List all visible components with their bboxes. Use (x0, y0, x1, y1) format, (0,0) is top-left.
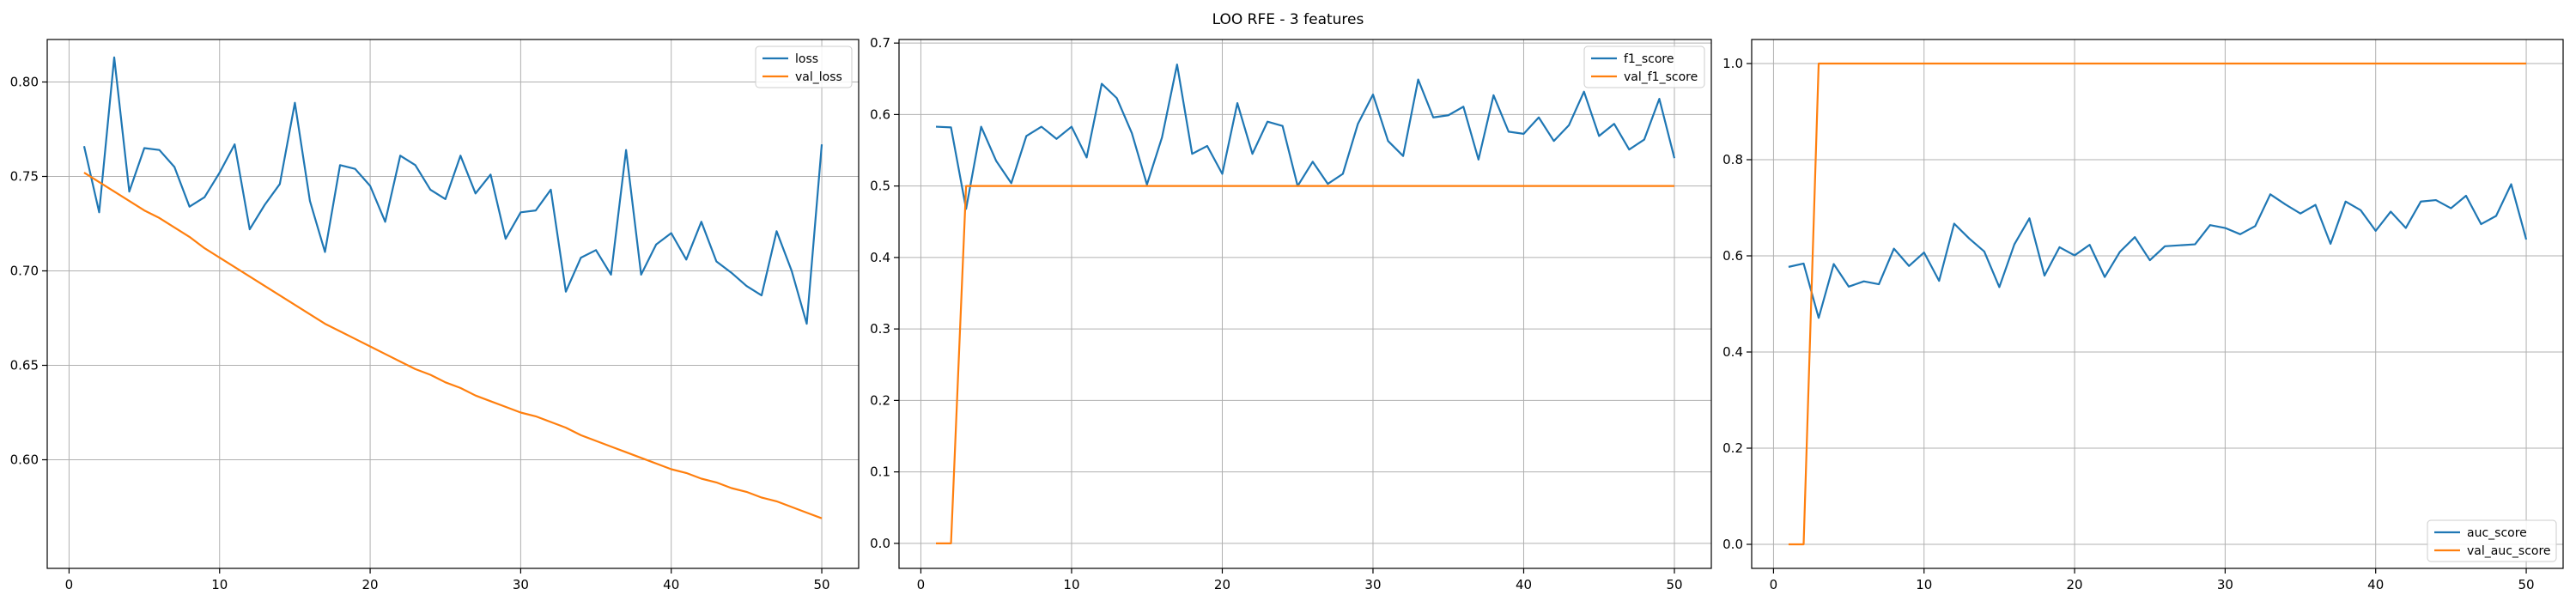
loss-y-tick-label: 0.80 (10, 75, 39, 90)
f1-y-tick-label: 0.0 (870, 536, 890, 551)
f1-x-tick-label: 40 (1516, 577, 1532, 592)
val-f1-score-line (936, 185, 1674, 544)
auc-x-tick-label: 20 (2067, 577, 2083, 592)
auc-x-tick-label: 0 (1770, 577, 1778, 592)
f1-y-tick-label: 0.6 (870, 106, 890, 122)
f1-score-line (935, 64, 1676, 210)
f1-grid (899, 39, 1711, 568)
auc-score-line (1788, 183, 2528, 319)
loss-y-tick-label: 0.65 (10, 358, 39, 373)
auc-ticks: 0 10 20 30 40 50 0.0 0.2 0.4 0.6 0.8 1.0 (1722, 56, 2534, 592)
loss-lines (82, 56, 823, 519)
loss-x-tick-label: 30 (513, 577, 529, 592)
f1-y-tick-label: 0.7 (870, 35, 890, 51)
f1-x-tick-label: 0 (917, 577, 926, 592)
f1-legend: f1_score val_f1_score (1583, 46, 1705, 88)
f1-lines (935, 64, 1676, 544)
f1-x-tick-label: 10 (1063, 577, 1079, 592)
loss-panel: 0 10 20 30 40 50 0.60 0.65 0.70 0.75 0.80 loss val_… (10, 39, 860, 593)
auc-axes-frame (1751, 39, 2564, 569)
val-loss-line (83, 172, 823, 519)
auc-y-tick-label: 0.6 (1722, 248, 1743, 264)
loss-line (82, 56, 823, 325)
f1-x-tick-label: 30 (1364, 577, 1381, 592)
loss-x-tick-label: 10 (211, 577, 228, 592)
f1-y-tick-label: 0.5 (870, 179, 890, 194)
auc-y-tick-label: 0.0 (1722, 537, 1743, 552)
auc-x-tick-label: 30 (2217, 577, 2233, 592)
loss-x-tick-label: 40 (663, 577, 679, 592)
loss-axes-frame (46, 39, 860, 569)
val-auc-score-legend-label: val_auc_score (2467, 544, 2551, 558)
auc-y-tick-label: 0.2 (1722, 440, 1743, 456)
f1-x-tick-label: 20 (1214, 577, 1230, 592)
f1-y-tick-label: 0.4 (870, 250, 890, 265)
loss-ticks: 0 10 20 30 40 50 0.60 0.65 0.70 0.75 0.80 (10, 75, 830, 593)
loss-x-tick-label: 20 (362, 577, 379, 592)
auc-x-tick-label: 10 (1916, 577, 1932, 592)
auc-x-tick-label: 40 (2367, 577, 2384, 592)
val-loss-legend-label: val_loss (795, 70, 842, 84)
loss-x-tick-label: 0 (65, 577, 74, 592)
val-f1-score-legend-label: val_f1_score (1624, 70, 1698, 84)
f1-panel: 0 10 20 30 40 50 0.0 0.1 0.2 0.3 0.4 0.5 0.6 0.7 f1_s… (870, 35, 1712, 592)
auc-lines (1788, 62, 2528, 546)
loss-y-tick-label: 0.60 (10, 452, 39, 468)
auc-score-legend-label: auc_score (2467, 526, 2527, 540)
auc-y-tick-label: 1.0 (1722, 56, 1743, 71)
auc-x-tick-label: 50 (2518, 577, 2534, 592)
f1-score-legend-label: f1_score (1624, 52, 1674, 66)
loss-x-tick-label: 50 (813, 577, 829, 592)
loss-legend: loss val_loss (755, 46, 853, 88)
loss-y-tick-label: 0.75 (10, 169, 39, 185)
loss-y-tick-label: 0.70 (10, 264, 39, 279)
f1-axes-frame (898, 39, 1712, 569)
auc-y-tick-label: 0.4 (1722, 344, 1743, 360)
auc-y-tick-label: 0.8 (1722, 152, 1743, 167)
auc-legend: auc_score val_auc_score (2427, 519, 2557, 562)
auc-panel: 0 10 20 30 40 50 0.0 0.2 0.4 0.6 0.8 1.0 auc_scorev… (1722, 39, 2564, 592)
loss-legend-label: loss (795, 52, 818, 66)
f1-y-tick-label: 0.3 (870, 321, 890, 337)
f1-ticks: 0 10 20 30 40 50 0.0 0.1 0.2 0.3 0.4 0.5 0.6 0.7 (870, 35, 1682, 592)
f1-x-tick-label: 50 (1666, 577, 1682, 592)
f1-y-tick-label: 0.2 (870, 392, 890, 408)
loss-grid (47, 39, 859, 568)
f1-y-tick-label: 0.1 (870, 464, 890, 480)
figure-title: LOO RFE - 3 features (1212, 11, 1364, 28)
val-auc-score-line (1788, 62, 2527, 546)
